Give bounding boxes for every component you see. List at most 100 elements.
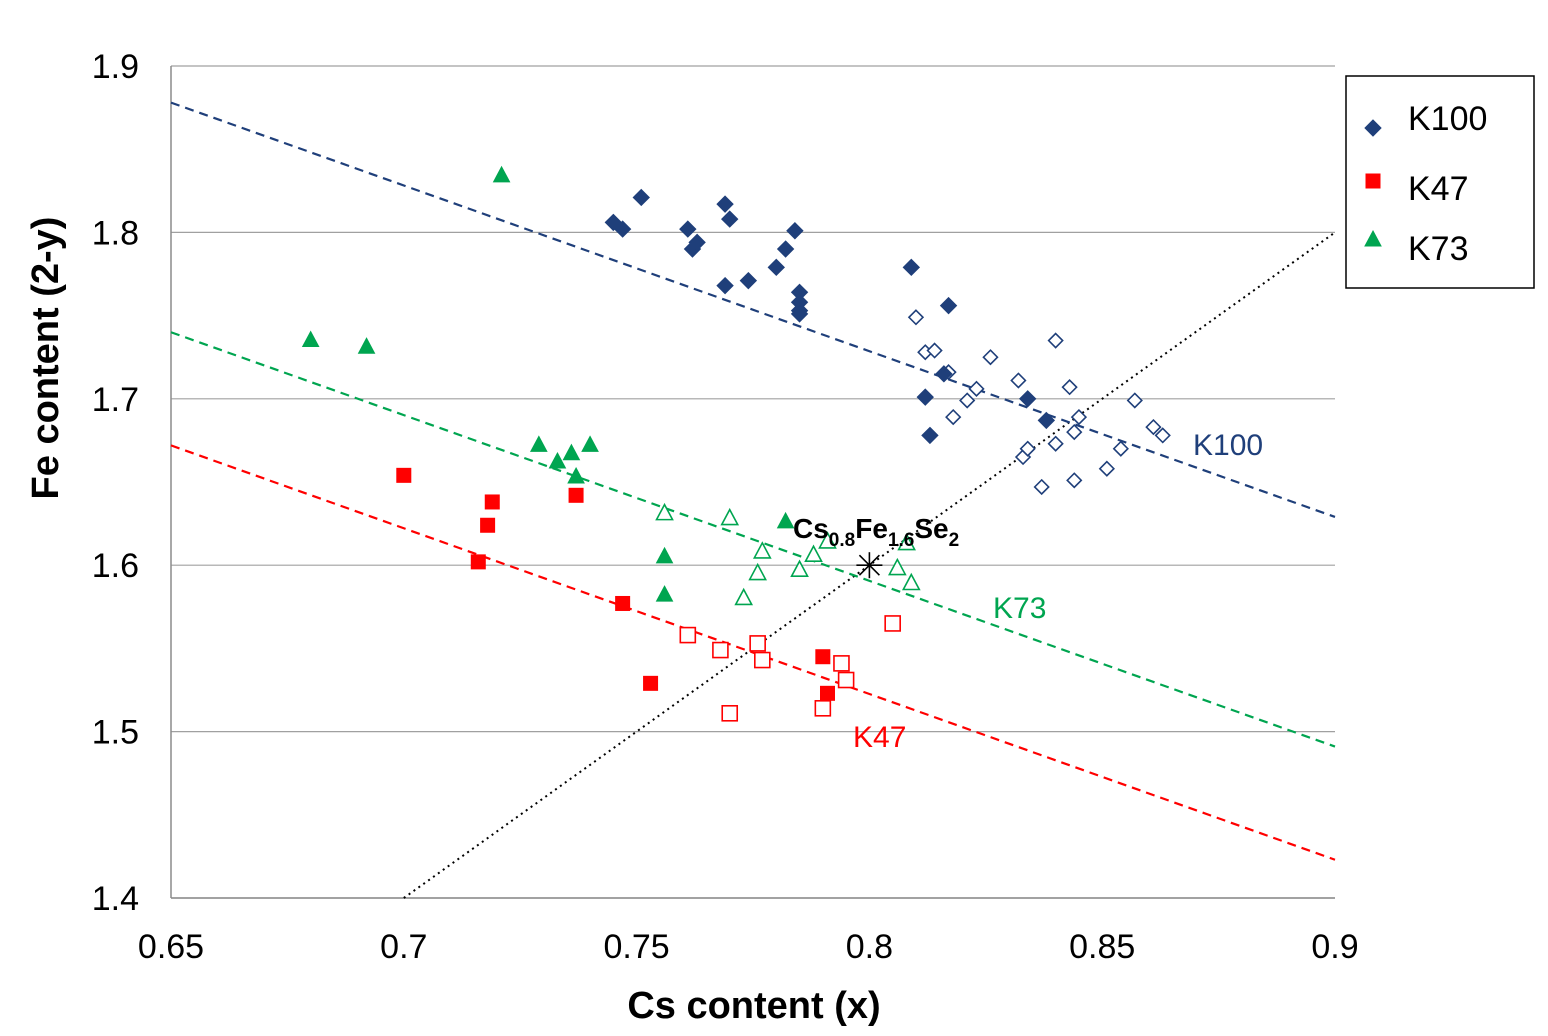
annotation-se: Se [914,513,948,544]
point-k47-open [712,641,729,659]
point-k73-open [752,541,772,559]
x-tick-label: 0.9 [1311,928,1358,966]
point-k47-open [837,671,855,689]
legend-marker-k100 [1364,119,1382,137]
point-k47-filled [815,649,831,665]
legend-label-k100: K100 [1408,100,1487,138]
y-axis-title: Fe content (2-y) [25,217,67,500]
point-k100-open [959,392,976,409]
point-k73-open [901,572,921,591]
annotation-fe-sub: 1.6 [888,530,914,551]
point-k47-filled [484,494,500,510]
point-k47-open [721,704,739,722]
point-k100-filled [613,220,632,238]
y-tick-label: 1.4 [92,880,139,918]
point-k73-open [804,544,823,563]
point-k100-filled [739,271,758,290]
point-k73-filled [776,511,795,529]
x-tick-label: 0.75 [604,928,670,966]
point-k100-open [1066,423,1083,441]
point-k100-filled [767,258,785,277]
legend: K100 K47 K73 [1345,75,1535,289]
point-k47-filled [615,595,631,611]
point-k100-open [982,349,999,366]
point-k73-open [748,562,767,581]
annotation-se-sub: 2 [949,530,960,551]
point-k47-open [833,655,850,672]
point-k100-open [926,342,943,359]
point-k73-filled [562,443,581,461]
fit-line-k73 [170,331,1336,748]
point-k73-open [720,507,740,526]
point-k100-open [1145,418,1162,436]
x-tick-label: 0.8 [846,928,893,966]
annotation-marker [856,552,883,579]
point-k73-filled [357,337,376,354]
point-k73-open [897,532,916,551]
legend-label-k73: K73 [1408,230,1469,268]
gridlines [170,65,1335,899]
fit-line-k100 [170,101,1336,518]
point-k47-filled [396,467,412,483]
point-k73-filled [492,165,511,183]
point-k100-open [1098,460,1115,477]
point-k73-filled [655,585,674,602]
point-k100-open [968,380,985,397]
fit-line-k47 [170,444,1336,861]
point-k73-filled [567,466,585,484]
trend-lines [170,101,1336,899]
point-k73-filled [529,435,548,452]
point-k73-filled [548,451,567,469]
point-k47-open [754,651,771,669]
point-k100-open [1112,440,1129,457]
point-k100-filled [921,426,939,445]
point-k100-filled [679,220,697,238]
annotation-cs: Cs [793,513,829,544]
point-k100-open [1010,372,1027,389]
point-k100-filled [935,365,953,383]
axis-labels: 1.4 1.5 1.6 1.7 1.8 1.9 0.65 0.7 0.75 0.8 0.85 0.9 K… [92,48,1359,966]
y-tick-label: 1.8 [92,214,139,252]
y-tick-label: 1.9 [92,48,139,86]
point-k100-open [1019,440,1036,457]
point-k73-open [655,502,674,521]
point-k73-filled [655,546,674,564]
point-k47-filled [819,685,835,701]
point-k100-open [1154,427,1171,444]
x-tick-label: 0.7 [380,928,427,966]
legend-label-k47: K47 [1408,170,1469,208]
annotation-cs-sub: 0.8 [829,530,855,551]
point-k100-open [1047,332,1064,349]
point-k100-filled [716,276,734,295]
annotation-fe: Fe [855,513,888,544]
y-tick-label: 1.6 [92,547,139,585]
point-k100-open [1061,379,1078,396]
y-tick-label: 1.5 [92,714,139,752]
point-k100-filled [1018,390,1037,408]
point-k100-filled [776,240,795,258]
point-k100-filled [1037,411,1056,430]
legend-markers [1364,119,1382,247]
point-k47-filled [643,675,659,691]
point-k100-filled [716,195,734,213]
fit-line-label-k73: K73 [993,592,1046,625]
point-k47-open [814,700,832,717]
annotation-label: Cs0.8Fe1.6Se2 [793,513,959,551]
point-k73-open [734,587,754,606]
point-k100-filled [902,258,921,277]
point-k100-open [1033,478,1050,496]
point-k100-filled [632,188,650,207]
point-k47-open [749,635,766,652]
point-k73-open [818,531,837,549]
svg-text:Cs0.8Fe1.6Se2: Cs0.8Fe1.6Se2 [793,513,959,551]
point-k100-filled [939,296,958,315]
legend-marker-k73 [1364,229,1382,247]
x-tick-label: 0.85 [1069,928,1135,966]
point-k73-open [790,559,809,577]
point-k100-filled [790,305,809,323]
point-k47-filled [480,517,496,533]
point-k73-open [888,557,907,576]
point-k100-open [1047,435,1064,452]
x-tick-label: 0.65 [138,928,204,966]
fit-line-label-k100: K100 [1193,429,1263,462]
